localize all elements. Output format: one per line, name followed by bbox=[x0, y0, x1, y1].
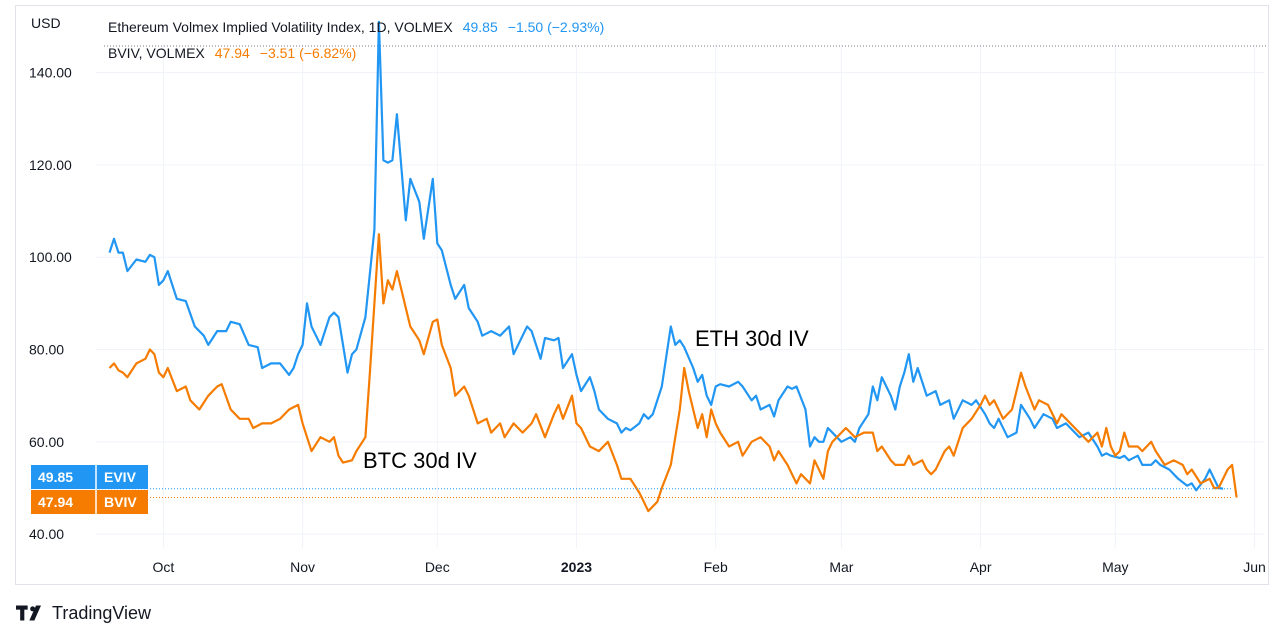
y-tick-label: 60.00 bbox=[29, 434, 64, 450]
brand-name: TradingView bbox=[52, 602, 152, 623]
x-tick-label: 2023 bbox=[561, 559, 592, 575]
x-tick-label: Nov bbox=[290, 559, 315, 575]
last-value-label: 47.94 bbox=[38, 494, 73, 510]
axes: 140.00 120.00 100.00 80.00 60.00 40.00 Oct Nov D… bbox=[29, 65, 1266, 575]
series-annotation: BTC 30d IV bbox=[363, 448, 477, 473]
series-line-eviv bbox=[108, 20, 1224, 492]
legend: Ethereum Volmex Implied Volatility Index… bbox=[108, 19, 604, 61]
legend-change: −3.51 (−6.82%) bbox=[260, 45, 357, 61]
y-unit-label: USD bbox=[31, 15, 61, 31]
x-tick-label: Jun bbox=[1243, 559, 1266, 575]
legend-last-value: 49.85 bbox=[463, 19, 498, 35]
chart-frame bbox=[15, 5, 1269, 585]
series-tag-box bbox=[96, 490, 148, 514]
grid bbox=[96, 44, 1268, 548]
annotations: ETH 30d IV BTC 30d IV bbox=[363, 326, 809, 473]
x-tick-label: Mar bbox=[829, 559, 853, 575]
series-tag-label: EVIV bbox=[104, 469, 137, 485]
y-tick-label: 100.00 bbox=[29, 249, 72, 265]
last-value-box bbox=[31, 490, 96, 514]
series-tag-box bbox=[96, 465, 148, 489]
y-tick-label: 80.00 bbox=[29, 342, 64, 358]
x-tick-label: Apr bbox=[970, 559, 992, 575]
legend-entry-bviv[interactable]: BVIV, VOLMEX 47.94 −3.51 (−6.82%) bbox=[108, 45, 356, 61]
series-annotation: ETH 30d IV bbox=[695, 326, 809, 351]
tradingview-brand[interactable]: TradingView bbox=[16, 600, 151, 626]
last-value-markers: 49.85 EVIV 47.94 BVIV bbox=[31, 465, 1232, 514]
y-tick-label: 120.00 bbox=[29, 157, 72, 173]
series-line-bviv bbox=[108, 233, 1238, 513]
legend-series-name: BVIV, VOLMEX bbox=[108, 45, 205, 61]
x-tick-label: Feb bbox=[704, 559, 728, 575]
tradingview-logo-icon bbox=[16, 605, 41, 621]
series-lines bbox=[108, 20, 1238, 513]
legend-last-value: 47.94 bbox=[215, 45, 250, 61]
series-tag-label: BVIV bbox=[104, 494, 137, 510]
last-value-box bbox=[31, 465, 96, 489]
y-tick-label: 40.00 bbox=[29, 526, 64, 542]
x-tick-label: May bbox=[1102, 559, 1128, 575]
legend-change: −1.50 (−2.93%) bbox=[508, 19, 605, 35]
legend-entry-eviv[interactable]: Ethereum Volmex Implied Volatility Index… bbox=[108, 19, 604, 35]
last-value-label: 49.85 bbox=[38, 469, 73, 485]
y-tick-label: 140.00 bbox=[29, 65, 72, 81]
x-tick-label: Oct bbox=[152, 559, 174, 575]
x-tick-label: Dec bbox=[425, 559, 450, 575]
legend-series-name: Ethereum Volmex Implied Volatility Index… bbox=[108, 19, 453, 35]
